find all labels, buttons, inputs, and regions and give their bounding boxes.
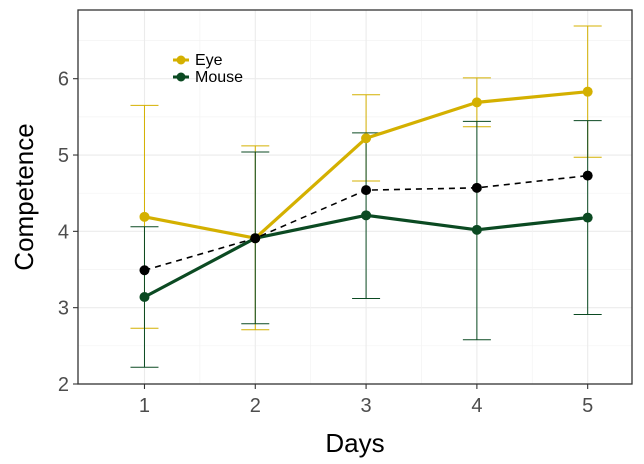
data-point [361,210,372,221]
data-point [139,265,150,276]
x-tick-label: 3 [361,395,372,417]
x-tick-label: 1 [139,395,150,417]
grid-layer [78,10,632,385]
x-axis-title: Days [325,428,384,458]
plot-panel-border [77,9,633,385]
errorbar-layer [130,25,602,368]
data-point [582,212,593,223]
data-point [471,182,482,193]
y-axis-title: Competence [9,123,39,270]
legend-key-point [176,72,186,82]
data-point [250,233,261,244]
y-tick-label: 5 [58,145,69,167]
legend-key-point [176,55,186,65]
data-point [582,86,593,97]
data-point [471,224,482,235]
legend-label: Eye [195,52,223,69]
data-point [139,291,150,302]
y-tick-label: 3 [58,298,69,320]
data-point [139,211,150,222]
axis-layer: 2 3 4 5 6 1 2 3 4 5 [58,69,593,417]
x-tick-label: 2 [250,395,261,417]
data-point [361,133,372,144]
data-point [582,170,593,181]
y-tick-label: 4 [58,221,69,243]
data-point [361,185,372,196]
x-tick-label: 5 [582,395,593,417]
y-tick-label: 2 [58,374,69,396]
legend-label: Mouse [195,69,243,86]
point-layer [139,86,593,302]
data-point [471,97,482,108]
x-tick-label: 4 [471,395,482,417]
y-tick-label: 6 [58,69,69,91]
